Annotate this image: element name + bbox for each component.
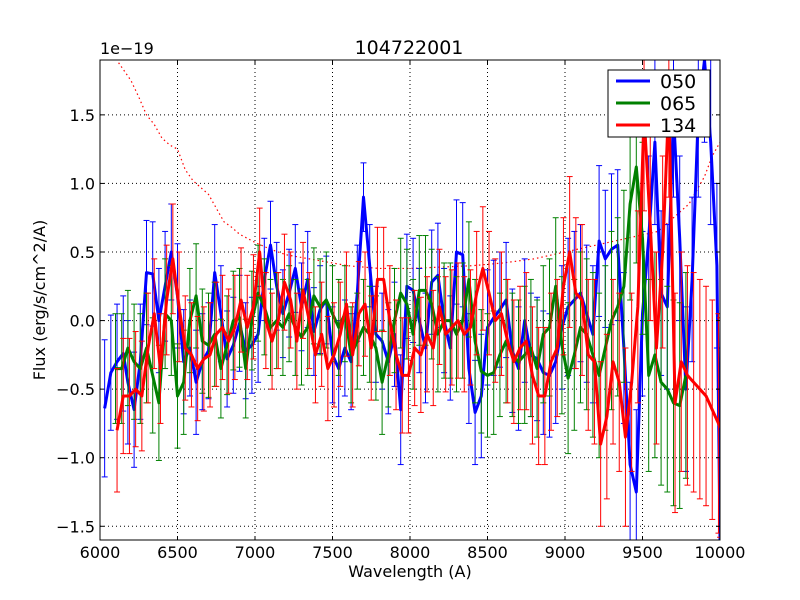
y-tick-label: −1.0 [56,449,95,468]
y-offset-text: 1e−19 [100,39,154,58]
legend-label-134: 134 [660,115,696,137]
chart-title: 104722001 [355,37,464,59]
x-tick-label: 6500 [157,543,198,562]
x-tick-label: 9000 [545,543,586,562]
legend-label-050: 050 [660,71,696,93]
y-tick-label: 0.0 [70,312,95,331]
legend-label-065: 065 [660,93,696,115]
x-tick-label: 8000 [390,543,431,562]
x-tick-label: 7000 [235,543,276,562]
y-tick-label: 1.0 [70,174,95,193]
y-tick-label: 0.5 [70,243,95,262]
x-tick-label: 6000 [80,543,121,562]
x-tick-label: 8500 [467,543,508,562]
x-tick-label: 7500 [312,543,353,562]
series-134 [114,60,720,538]
legend: 050 065 134 [607,69,711,138]
series-line-065 [115,165,688,408]
x-tick-label: 10000 [695,543,746,562]
y-tick-label: −1.5 [56,517,95,536]
axis-ticks: 6000 6500 7000 7500 8000 8500 9000 9500 10000 −1.… [56,60,745,562]
y-axis-label: Flux (erg/s/cm^2/A) [30,220,49,381]
x-tick-label: 9500 [622,543,663,562]
series-065 [112,70,689,509]
series-line-134 [115,99,720,446]
y-tick-label: 1.5 [70,106,95,125]
y-tick-label: −0.5 [56,380,95,399]
plot-data [101,60,720,540]
x-axis-label: Wavelength (A) [348,562,471,581]
reference-dotted-curve [118,62,720,270]
